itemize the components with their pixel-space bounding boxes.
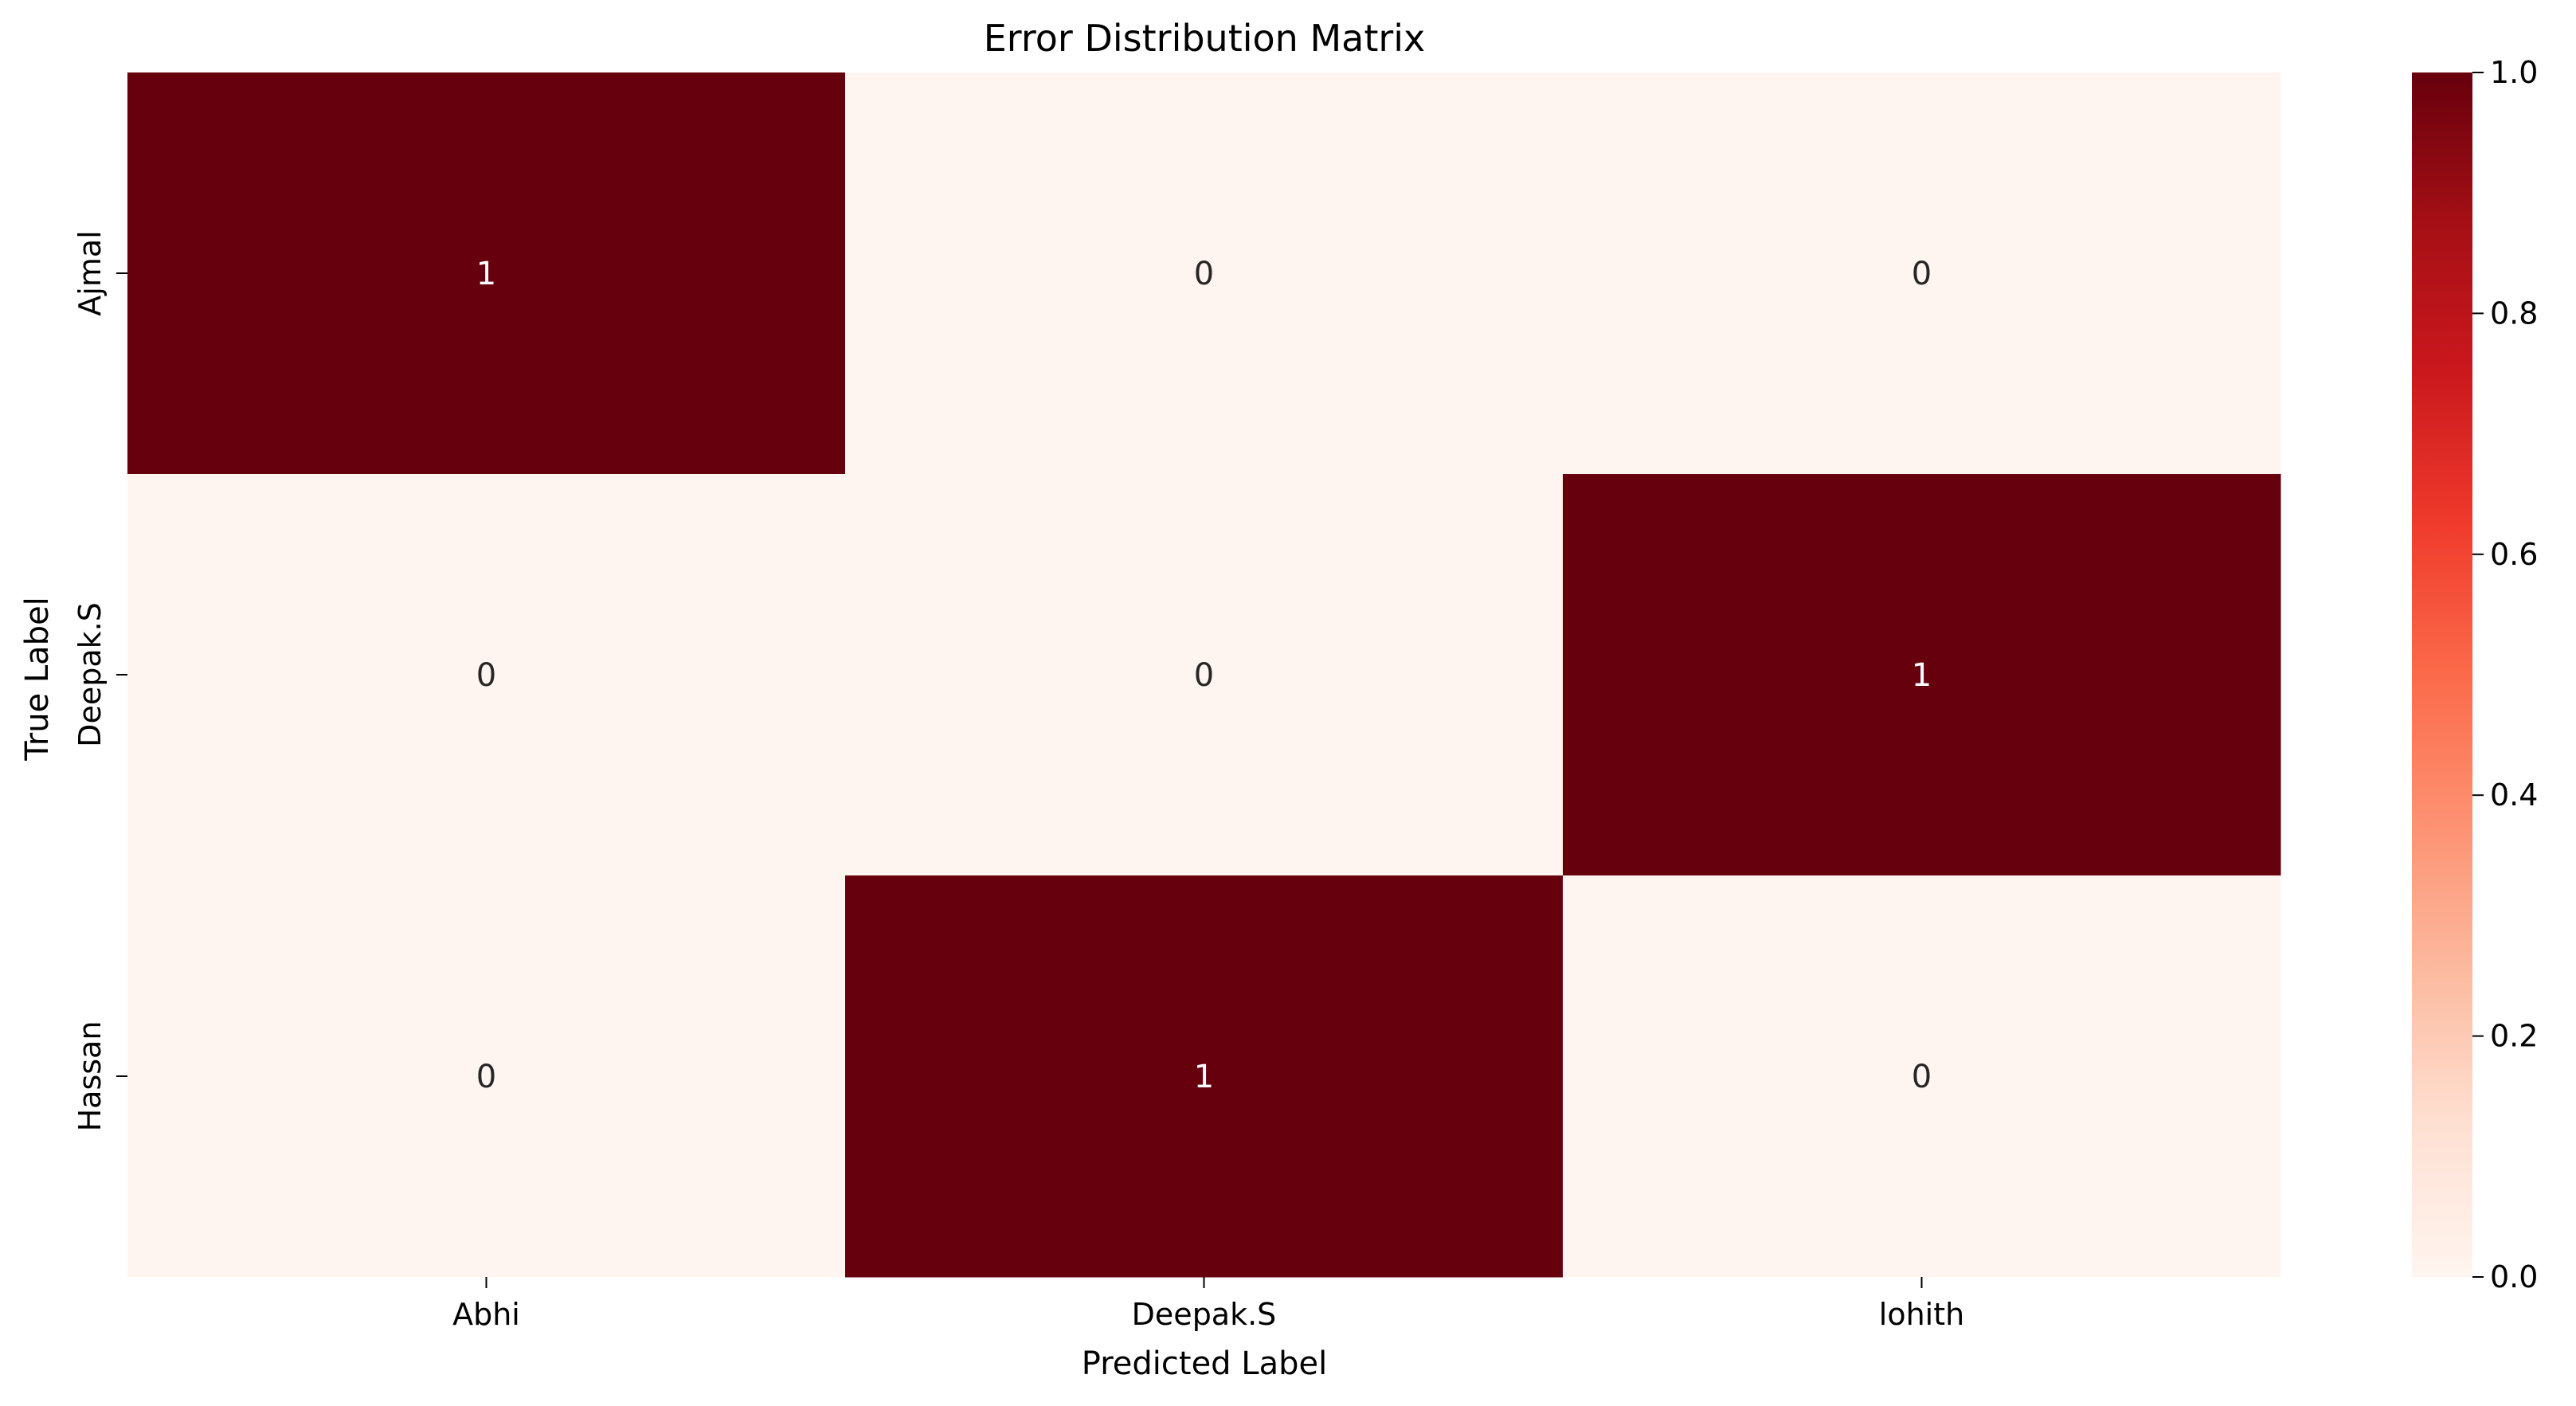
chart-title: Error Distribution Matrix (984, 17, 1426, 60)
colorbar-tick-label: 1.0 (2490, 55, 2538, 90)
heatmap-cell (1563, 72, 2281, 475)
colorbar-tick-label: 0.0 (2490, 1259, 2538, 1294)
x-tick-label: Deepak.S (1132, 1297, 1277, 1332)
colorbar: 0.0 0.2 0.4 0.6 0.8 1.0 (2412, 55, 2538, 1294)
x-axis-label: Predicted Label (1082, 1345, 1327, 1382)
colorbar-tick-label: 0.8 (2490, 296, 2538, 331)
colorbar-tick-label: 0.4 (2490, 777, 2538, 813)
heatmap-cell (127, 474, 846, 876)
heatmap-cell (845, 72, 1564, 475)
y-tick-label: Ajmal (72, 230, 108, 315)
cell-value-label: 1 (1194, 1059, 1214, 1095)
colorbar-gradient (2412, 72, 2472, 1277)
cell-value-label: 1 (476, 256, 496, 292)
cell-value-label: 1 (1912, 657, 1932, 694)
y-axis-label: True Label (19, 597, 56, 762)
cell-value-label: 0 (1912, 256, 1932, 292)
heatmap-cell (1563, 875, 2281, 1278)
heatmap-cell (845, 875, 1564, 1278)
x-axis: Abhi Deepak.S lohith (452, 1277, 1964, 1332)
heatmap-cells (127, 72, 2281, 1278)
cell-value-label: 0 (476, 1059, 496, 1095)
heatmap-cell (845, 474, 1564, 876)
cell-value-label: 0 (1912, 1059, 1932, 1095)
y-tick-label: Hassan (72, 1021, 108, 1132)
x-tick-label: lohith (1879, 1297, 1964, 1332)
heatmap-cell-labels: 1 0 0 0 0 1 0 1 0 (476, 256, 1932, 1095)
y-axis: Ajmal Deepak.S Hassan (72, 230, 127, 1131)
heatmap-cell (1563, 474, 2281, 876)
cell-value-label: 0 (1194, 657, 1214, 694)
cell-value-label: 0 (476, 657, 496, 694)
x-tick-label: Abhi (452, 1297, 520, 1332)
heatmap-cell (127, 72, 846, 475)
cell-value-label: 0 (1194, 256, 1214, 292)
colorbar-tick-label: 0.6 (2490, 537, 2538, 572)
heatmap-cell (127, 875, 846, 1278)
y-tick-label: Deepak.S (72, 602, 108, 747)
colorbar-tick-label: 0.2 (2490, 1019, 2538, 1054)
